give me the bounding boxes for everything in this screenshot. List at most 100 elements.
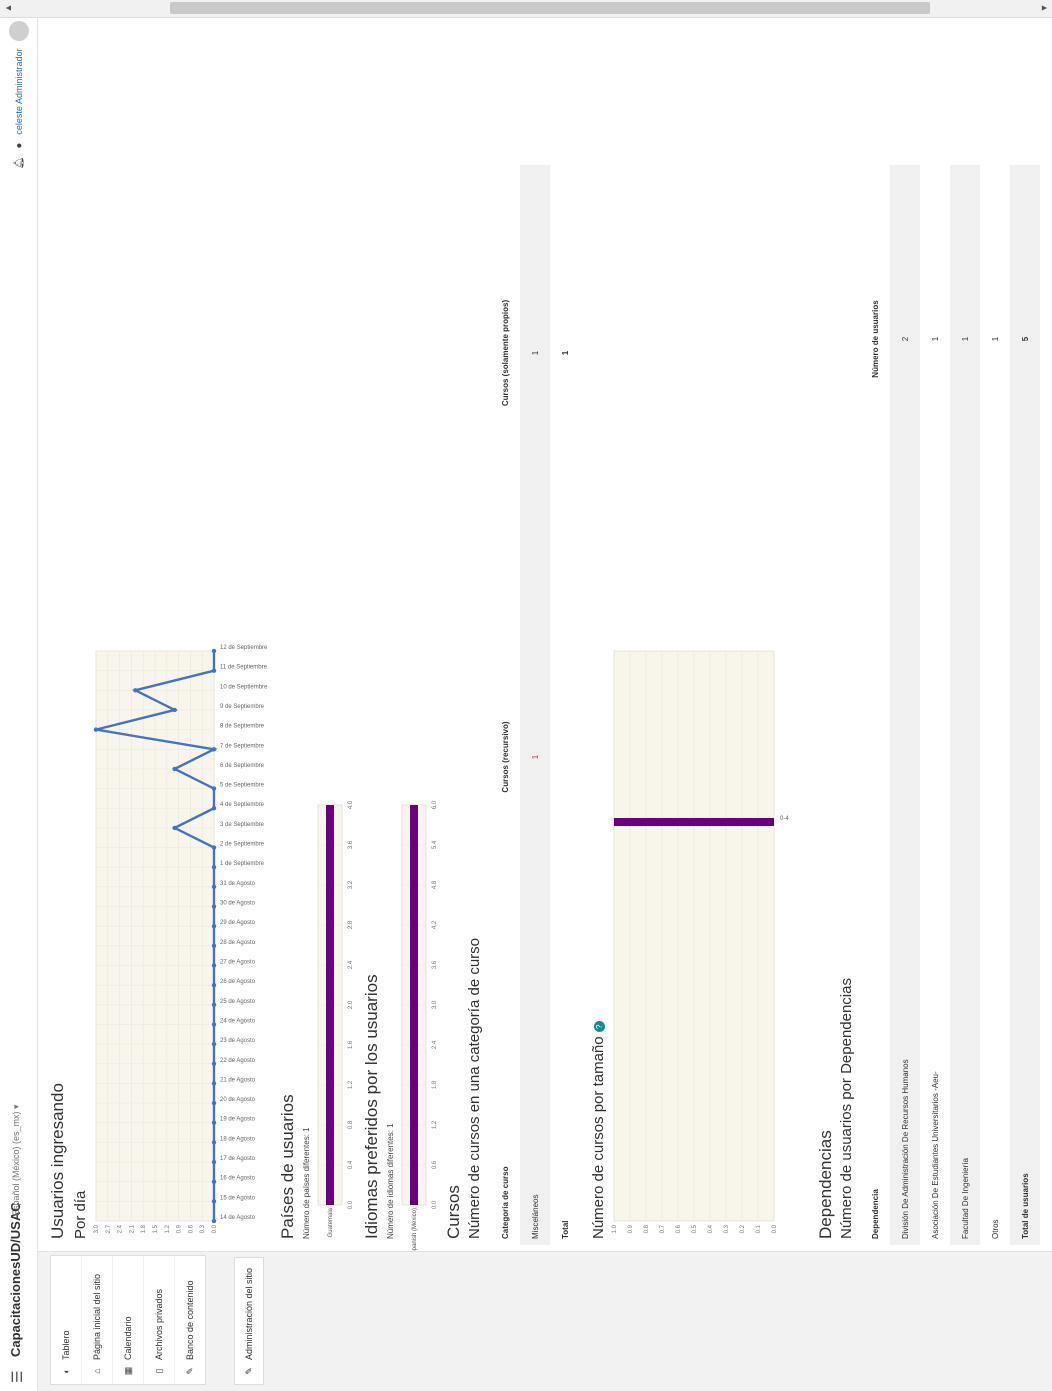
- scrollbar-thumb[interactable]: [170, 2, 930, 14]
- x-tick-label: 2 de Septiembre: [220, 842, 265, 848]
- languages-title: Idiomas preferidos por los usuarios: [362, 974, 381, 1239]
- dependencies-title: Dependencias: [816, 1130, 835, 1239]
- table-header: Categoría de curso: [500, 1166, 510, 1239]
- drawer-item-dashboard[interactable]: ◐ Tablero: [51, 1256, 82, 1384]
- x-tick-label: 28 de Agosto: [220, 940, 256, 946]
- user-area: 🔔︎ ● celeste Administrador ▾: [6, 8, 32, 169]
- table-cell: Total: [560, 1220, 570, 1239]
- y-tick-label: Spanish (Mexico): [412, 1208, 418, 1251]
- countries-bar-chart: 0.0 0.4 0.8 1.2 1.6 2.0 2.4 2.8 3.2 3.6 4.0 Guatema…: [317, 800, 354, 1237]
- x-tick-label: 29 de Agosto: [220, 920, 256, 926]
- wrench-icon: ✎: [243, 1367, 254, 1375]
- drawer-item-label: Banco de contenido: [185, 1280, 195, 1360]
- table-cell: 2: [890, 165, 920, 513]
- table-cell: 1: [990, 336, 1000, 342]
- drawer-item-site-admin[interactable]: ✎ Administración del sitio: [234, 1257, 264, 1385]
- x-tick-label: 3.6: [432, 960, 438, 969]
- y-tick-label: Guatemala: [328, 1207, 334, 1237]
- drawer-item-private-files[interactable]: ▯ Archivos privados: [144, 1256, 175, 1384]
- courses-subtitle: Número de cursos en una categoría de cur…: [466, 937, 483, 1239]
- data-point: [211, 1081, 217, 1086]
- courses-table: Categoría de curso Cursos (recursivo) Cu…: [490, 165, 580, 1245]
- y-tick-label: 0.6: [676, 1224, 682, 1233]
- drawer-item-label: Archivos privados: [154, 1288, 164, 1360]
- x-tick-label: 12 de Septiembre: [220, 645, 268, 651]
- languages-bar-chart: 0.0 0.6 1.2 1.8 2.4 3.0 3.6 4.2 4.8 5.4 6.0 Spanish…: [401, 800, 438, 1251]
- series-line: [95, 651, 218, 1221]
- dashboard-icon: ◐: [61, 1368, 71, 1374]
- data-point: [172, 766, 177, 772]
- user-menu-name[interactable]: celeste Administrador: [14, 48, 24, 135]
- y-tick-label: 0.1: [756, 1224, 762, 1233]
- language-menu[interactable]: Español (México) (es_mx) ▾: [11, 1104, 21, 1216]
- courses-title: Cursos: [444, 1185, 463, 1239]
- table-row: Otros 1: [980, 165, 1010, 1245]
- x-tick-label: 1.6: [348, 1040, 354, 1049]
- scroll-up-icon[interactable]: ▲: [3, 3, 13, 13]
- calendar-icon: ▦: [122, 1366, 133, 1376]
- data-point: [211, 1022, 217, 1027]
- table-cell: 1: [520, 541, 550, 973]
- data-point: [211, 982, 217, 988]
- data-point: [211, 747, 217, 752]
- x-tick-label: 19 de Agosto: [220, 1117, 256, 1123]
- data-point: [172, 707, 177, 713]
- y-tick-label: 0.6: [188, 1224, 194, 1233]
- x-tick-label: 21 de Agosto: [220, 1077, 256, 1083]
- x-tick-label: 0.6: [432, 1160, 438, 1169]
- x-tick-label: 3.0: [432, 1000, 438, 1009]
- x-tick-label: 0.8: [348, 1120, 354, 1129]
- menu-toggle-icon[interactable]: ☰: [9, 1370, 25, 1383]
- drawer-item-label: Administración del sitio: [244, 1267, 254, 1360]
- table-header: Dependencia: [870, 1189, 880, 1239]
- y-tick-label: 2.1: [129, 1224, 135, 1233]
- table-row: Misceláneos 1 1: [520, 165, 550, 1245]
- wrench-icon: ✎: [184, 1367, 195, 1375]
- x-tick-label: 23 de Agosto: [220, 1038, 256, 1044]
- y-tick-label: 2.4: [118, 1224, 124, 1233]
- drawer-item-content-bank[interactable]: ✎ Banco de contenido: [175, 1256, 205, 1384]
- y-tick-label: 0.9: [628, 1224, 634, 1233]
- data-point: [133, 688, 138, 693]
- table-cell: Facultad De Ingeniería: [950, 513, 980, 1245]
- drawer-item-label: Página inicial del sitio: [92, 1273, 102, 1360]
- table-cell: 1: [950, 165, 980, 513]
- table-cell: Asociación De Estudiantes Universitarios…: [930, 1071, 940, 1239]
- x-tick-label: 2.8: [348, 920, 354, 929]
- table-cell: División De Administración De Recursos H…: [890, 513, 920, 1245]
- drawer-item-home[interactable]: ⌂ Página inicial del sitio: [82, 1256, 113, 1384]
- courses-size-title: Número de cursos por tamaño ?: [590, 1021, 607, 1239]
- countries-count: Número de países diferentes: 1: [302, 1127, 311, 1239]
- x-tick-label: 7 de Septiembre: [220, 743, 265, 749]
- table-cell: 1: [520, 165, 550, 541]
- messages-icon[interactable]: ●: [13, 142, 25, 149]
- x-tick-label: 25 de Agosto: [220, 999, 256, 1005]
- x-tick-label: 24 de Agosto: [220, 1018, 256, 1024]
- y-tick-label: 0.2: [740, 1224, 746, 1233]
- x-tick-label: 2.4: [348, 960, 354, 969]
- data-point: [211, 806, 217, 811]
- data-point: [211, 1140, 217, 1145]
- x-tick-label: 14 de Agosto: [220, 1215, 256, 1221]
- page-scrollbar[interactable]: ▲ ▼: [0, 0, 1052, 18]
- data-point: [172, 825, 177, 831]
- help-icon[interactable]: ?: [593, 1021, 605, 1033]
- notification-bell-icon[interactable]: 🔔︎: [13, 156, 25, 170]
- x-tick-label: 10 de Septiembre: [220, 684, 268, 690]
- x-tick-label: 8 de Septiembre: [220, 724, 265, 730]
- table-header: Cursos (recursivo): [500, 721, 510, 793]
- data-point: [211, 1218, 217, 1224]
- y-tick-label: 3.0: [94, 1224, 100, 1233]
- site-brand[interactable]: CapacitacionesUD/USAC: [8, 1202, 23, 1357]
- drawer-item-calendar[interactable]: ▦ Calendario: [113, 1256, 144, 1384]
- x-tick-label: 6.0: [432, 800, 438, 809]
- data-point: [211, 884, 217, 890]
- avatar[interactable]: [9, 20, 29, 41]
- drawer-item-label: Tablero: [61, 1330, 71, 1360]
- x-tick-label: 20 de Agosto: [220, 1097, 256, 1103]
- scroll-down-icon[interactable]: ▼: [1039, 3, 1049, 13]
- x-tick-label: 15 de Agosto: [220, 1195, 256, 1201]
- x-tick-label: 0.0: [432, 1200, 438, 1209]
- x-tick-label: 2.0: [348, 1000, 354, 1009]
- courses-size-title-text: Número de cursos por tamaño: [590, 1036, 607, 1239]
